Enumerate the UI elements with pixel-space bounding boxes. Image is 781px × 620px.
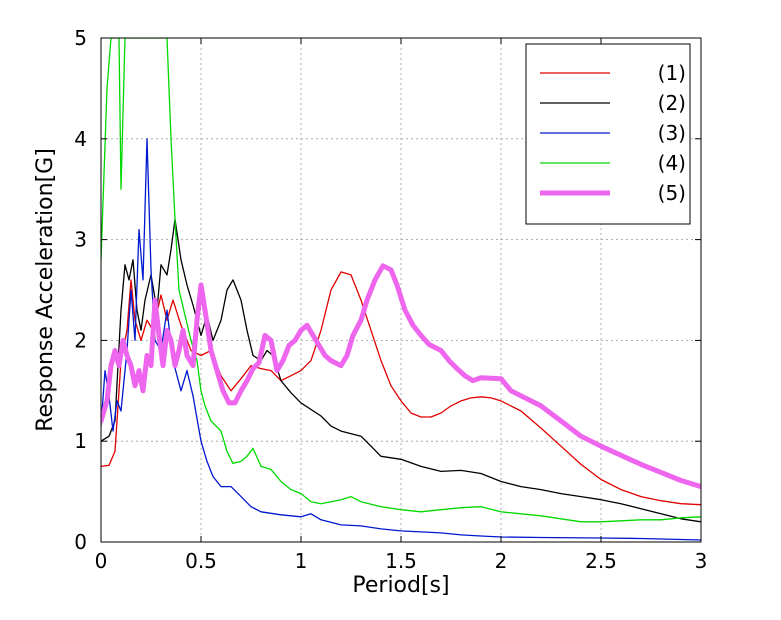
x-tick-label: 1 (295, 549, 308, 573)
y-axis-title: Response Acceleration[G] (33, 148, 58, 432)
x-tick-label: 1.5 (385, 549, 417, 573)
x-tick-label: 2.5 (585, 549, 617, 573)
series-group (101, 38, 701, 541)
legend-label-3: (3) (658, 121, 686, 145)
y-tick-label: 4 (74, 127, 87, 151)
legend-label-2: (2) (658, 91, 686, 115)
x-tick-label: 0.5 (185, 549, 217, 573)
legend-label-1: (1) (658, 61, 686, 85)
legend-label-4: (4) (658, 151, 686, 175)
y-tick-label: 5 (74, 26, 87, 50)
series-line-5 (101, 263, 701, 490)
series-line-4 (101, 38, 701, 523)
x-tick-label: 0 (95, 549, 108, 573)
legend: (1) (2) (3) (4) (5) (525, 43, 691, 225)
y-tick-label: 3 (74, 228, 87, 252)
series-line-2 (101, 218, 701, 523)
x-axis-title: Period[s] (352, 573, 449, 598)
x-tick-label: 2 (495, 549, 508, 573)
y-tick-label: 1 (74, 429, 87, 453)
x-tick-label: 3 (695, 549, 708, 573)
axis-ticks: 0 0.5 1 1.5 2 2.5 3 0 1 2 3 4 5 (74, 26, 707, 573)
y-tick-label: 0 (74, 530, 87, 554)
series-line-3 (101, 138, 701, 541)
y-tick-label: 2 (74, 328, 87, 352)
legend-label-5: (5) (658, 181, 686, 205)
